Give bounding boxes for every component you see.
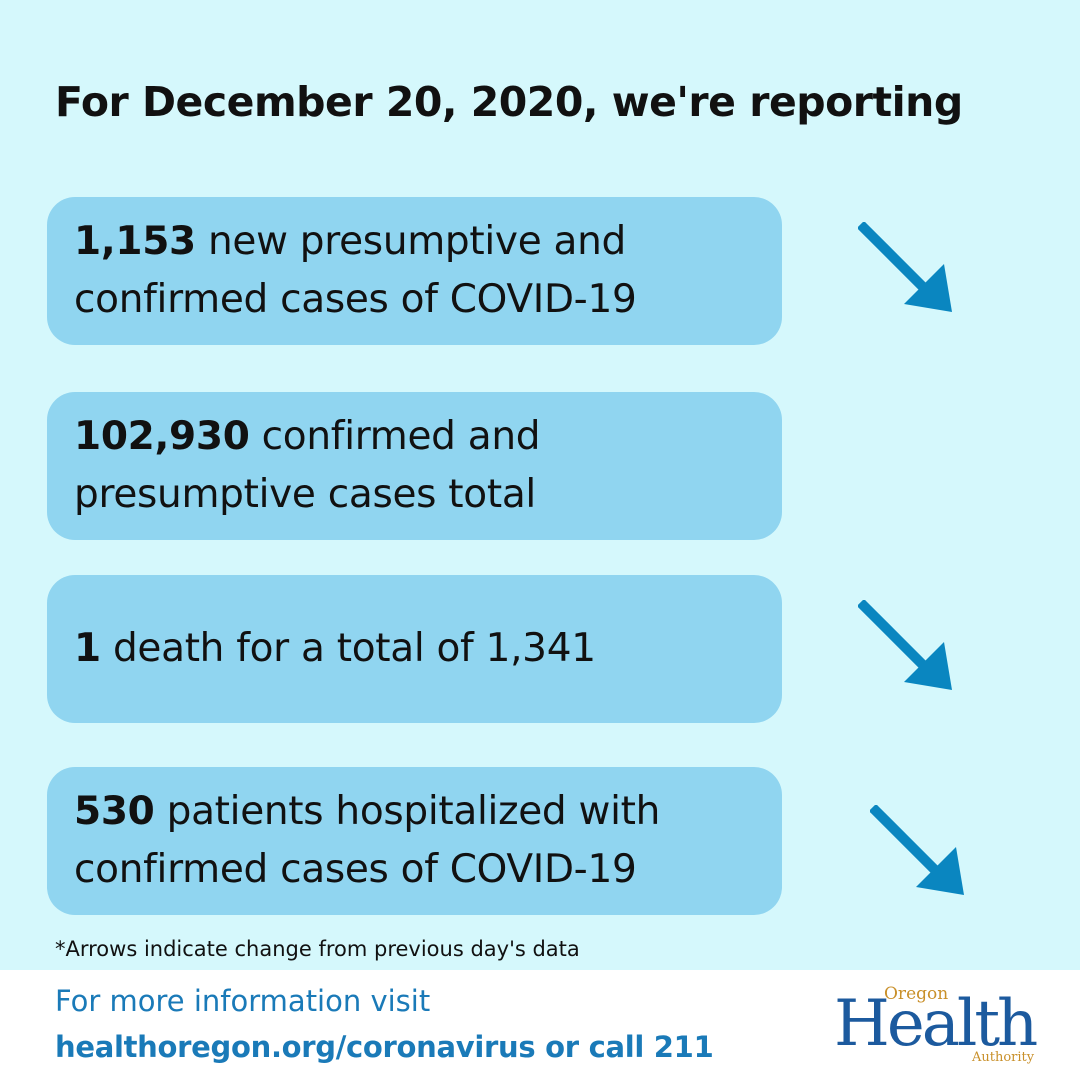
stat-text: 1 death for a total of 1,341 [74, 620, 596, 678]
stat-card-new-cases: 1,153 new presumptive and confirmed case… [47, 197, 782, 345]
stat-value: 1 [74, 626, 101, 671]
logo-authority-text: Authority [972, 1050, 1035, 1065]
oregon-health-authority-logo: Health Oregon Authority [832, 980, 1047, 1075]
footnote: *Arrows indicate change from previous da… [55, 937, 580, 961]
page-title: For December 20, 2020, we're reporting [55, 78, 963, 126]
logo-oregon-text: Oregon [884, 984, 949, 1004]
stat-text: 1,153 new presumptive and confirmed case… [74, 213, 674, 329]
stat-label: death for a total of 1,341 [100, 626, 596, 671]
stat-card-total-cases: 102,930 confirmed and presumptive cases … [47, 392, 782, 540]
footer-link-text[interactable]: healthoregon.org/coronavirus or call 211 [55, 1030, 714, 1064]
stat-label: new presumptive and confirmed cases of C… [74, 219, 637, 322]
stat-card-hospitalized: 530 patients hospitalized with confirmed… [47, 767, 782, 915]
stat-value: 530 [74, 789, 155, 834]
logo-health-text: Health [834, 987, 1038, 1061]
stat-value: 1,153 [74, 219, 196, 264]
footer: For more information visit healthoregon.… [0, 970, 1080, 1080]
stat-text: 530 patients hospitalized with confirmed… [74, 783, 714, 899]
down-right-arrow-icon [870, 805, 964, 895]
stat-label: patients hospitalized with confirmed cas… [74, 789, 661, 892]
down-right-arrow-icon [858, 600, 952, 690]
stat-label: confirmed and presumptive cases total [74, 414, 541, 517]
stat-value: 102,930 [74, 414, 250, 459]
down-right-arrow-icon [858, 222, 952, 312]
footer-info-text: For more information visit [55, 984, 431, 1018]
stat-text: 102,930 confirmed and presumptive cases … [74, 408, 594, 524]
stat-card-deaths: 1 death for a total of 1,341 [47, 575, 782, 723]
